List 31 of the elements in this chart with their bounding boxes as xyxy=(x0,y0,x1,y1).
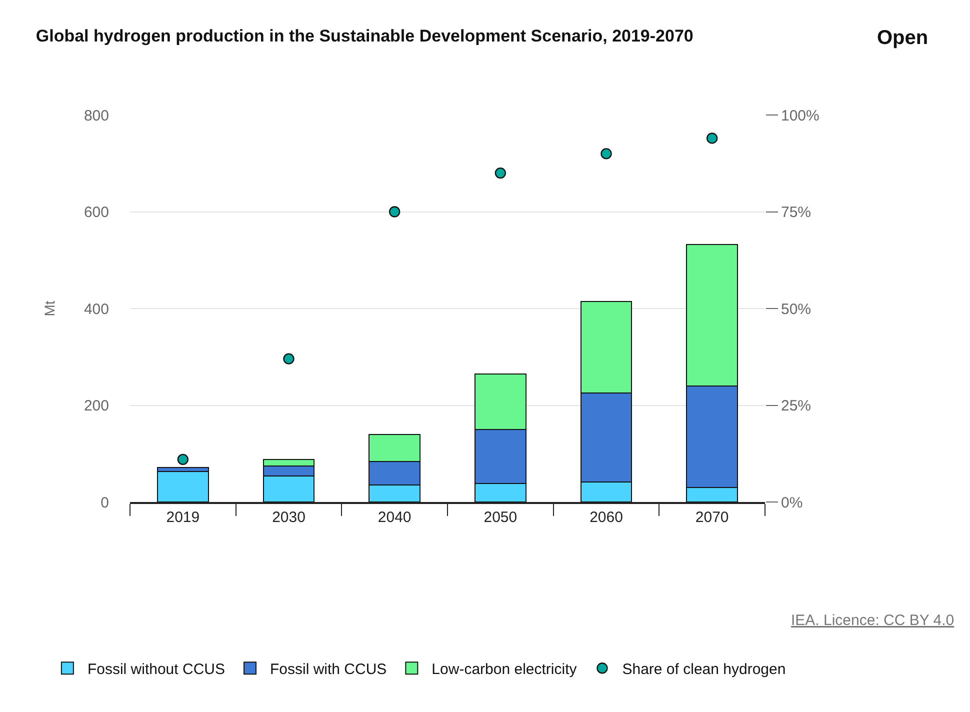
x-tick-label: 2030 xyxy=(272,508,306,526)
y2-tick-label: 25% xyxy=(781,398,812,414)
point xyxy=(600,148,612,160)
y-tick-label: 400 xyxy=(84,300,109,318)
x-tick-label: 2019 xyxy=(166,508,200,526)
point xyxy=(706,132,718,144)
y-tick-label: 600 xyxy=(84,204,109,221)
x-tick-label: 2070 xyxy=(695,508,729,526)
chart-title: Global hydrogen production in the Sustainable Development Scenario, 2019-2070 xyxy=(36,26,694,46)
legend-label: Share of clean hydrogen xyxy=(622,661,786,678)
y2-tick-label: 50% xyxy=(781,300,812,318)
point xyxy=(177,454,189,466)
point xyxy=(388,206,400,218)
y2-tick-label: 0% xyxy=(781,494,803,512)
point xyxy=(494,167,506,179)
y2-tick-label: 100% xyxy=(781,107,820,124)
y-tick-label: 800 xyxy=(84,107,109,124)
x-tick-label: 2040 xyxy=(378,508,412,526)
y-tick-label: 200 xyxy=(84,398,109,414)
point xyxy=(283,353,294,364)
x-tick-label: 2050 xyxy=(484,508,518,526)
y-tick-label: 0 xyxy=(100,494,109,512)
y2-tick-label: 75% xyxy=(781,204,812,221)
bar xyxy=(157,471,209,502)
legend-label: Fossil with CCUS xyxy=(270,661,387,678)
legend-label: Fossil without CCUS xyxy=(87,661,225,678)
text: IEA. Licence: CC BY 4.0 xyxy=(791,612,954,629)
legend-label: Low-carbon electricity xyxy=(432,661,578,678)
text: Open xyxy=(877,27,928,49)
x-tick-label: 2060 xyxy=(590,508,623,526)
y-axis-title: Mt xyxy=(42,300,58,316)
